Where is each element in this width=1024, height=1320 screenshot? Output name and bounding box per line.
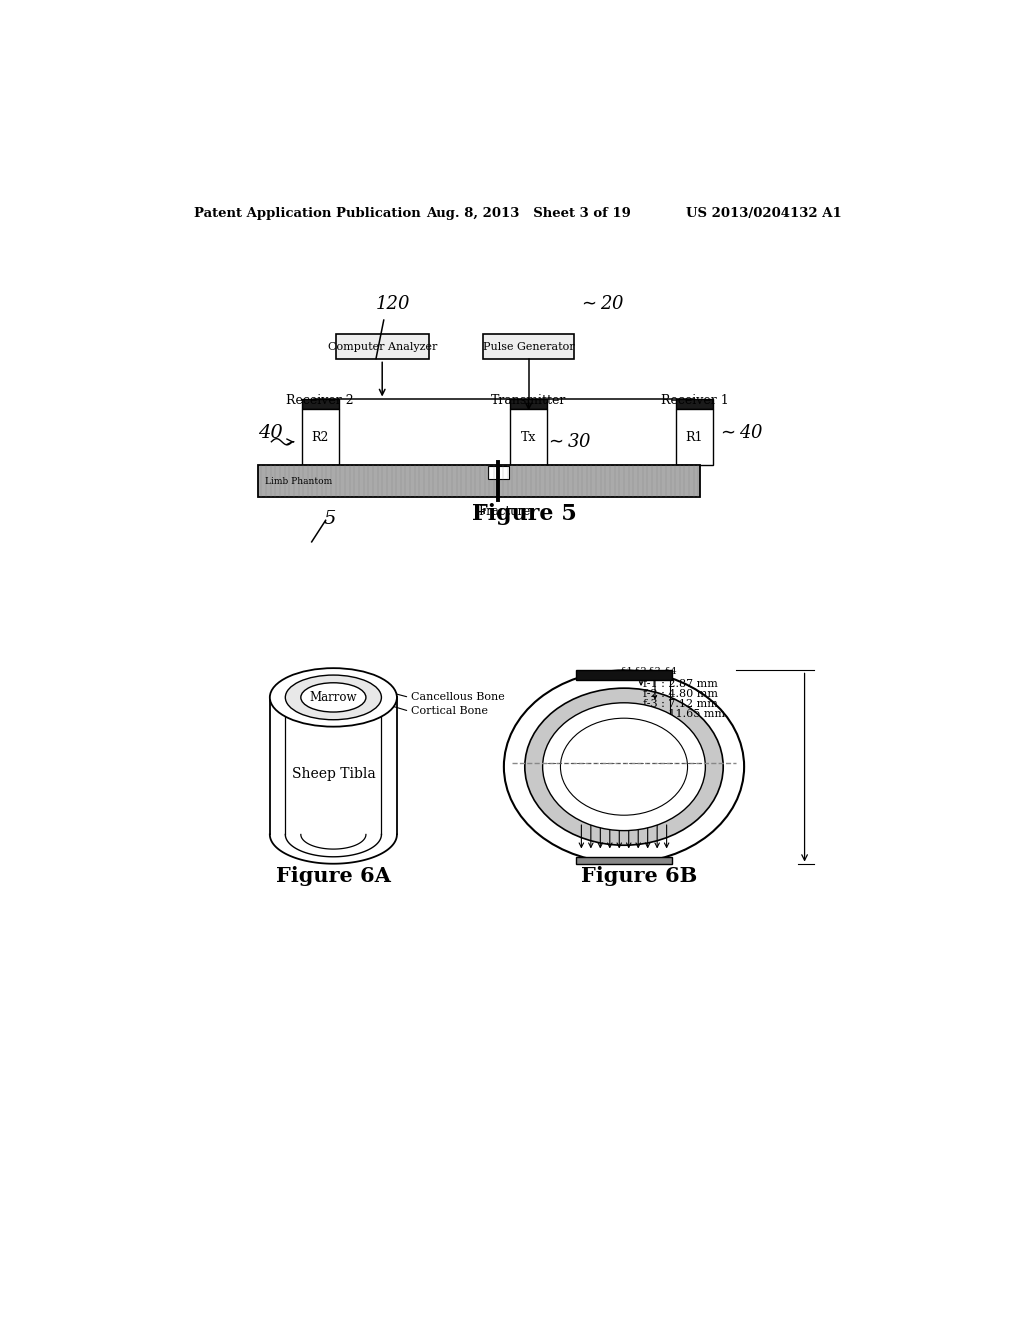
Text: Limb Phantom: Limb Phantom [265, 477, 332, 486]
Text: Figure 6B: Figure 6B [582, 866, 697, 886]
Bar [676, 409, 713, 465]
Text: $\sim$20: $\sim$20 [578, 294, 624, 313]
Ellipse shape [560, 718, 687, 816]
Text: 120: 120 [376, 294, 411, 313]
Text: Fracture: Fracture [478, 506, 530, 517]
Text: R2: R2 [311, 430, 329, 444]
Ellipse shape [543, 702, 706, 830]
Text: f-2 : 4.80 mm: f-2 : 4.80 mm [643, 689, 719, 698]
Bar [488, 466, 509, 479]
Text: Figure 6A: Figure 6A [275, 866, 391, 886]
Bar [510, 400, 547, 409]
Text: 40: 40 [258, 424, 283, 442]
Text: US 2013/0204132 A1: US 2013/0204132 A1 [686, 207, 842, 220]
Text: R1: R1 [686, 430, 703, 444]
Ellipse shape [524, 688, 723, 845]
Text: Receiver 1: Receiver 1 [660, 395, 728, 407]
Bar [483, 334, 574, 359]
Bar [575, 857, 672, 865]
Text: Patent Application Publication: Patent Application Publication [194, 207, 421, 220]
Bar [258, 465, 700, 498]
Text: Computer Analyzer: Computer Analyzer [328, 342, 437, 351]
Text: Cancellous Bone: Cancellous Bone [411, 693, 505, 702]
Ellipse shape [270, 668, 397, 726]
Text: Sheep Tibla: Sheep Tibla [292, 767, 375, 781]
Text: f-1: f-1 [621, 667, 634, 676]
Bar [302, 400, 339, 409]
Text: f-4: f-4 [665, 667, 677, 676]
Text: $\sim$40: $\sim$40 [717, 424, 764, 442]
Text: $\sim$30: $\sim$30 [545, 433, 592, 451]
Text: f-1 : 2.87 mm: f-1 : 2.87 mm [643, 678, 718, 689]
Text: Receiver 2: Receiver 2 [287, 395, 354, 407]
Text: Pulse Generator: Pulse Generator [483, 342, 574, 351]
Text: Tx: Tx [521, 430, 537, 444]
Ellipse shape [286, 675, 381, 719]
Text: f-3: f-3 [648, 667, 662, 676]
Text: Aug. 8, 2013   Sheet 3 of 19: Aug. 8, 2013 Sheet 3 of 19 [426, 207, 631, 220]
Text: Cortical Bone: Cortical Bone [411, 706, 487, 717]
Bar [302, 409, 339, 465]
Text: Transmitter: Transmitter [490, 395, 566, 407]
Ellipse shape [301, 682, 366, 711]
Bar [575, 671, 672, 681]
Text: Figure 5: Figure 5 [472, 503, 578, 525]
Ellipse shape [504, 671, 744, 863]
Text: Marrow: Marrow [309, 690, 357, 704]
Bar [336, 334, 429, 359]
Bar [676, 400, 713, 409]
Text: 5: 5 [324, 510, 336, 528]
Text: f-3 : 7.12 mm: f-3 : 7.12 mm [643, 698, 718, 709]
Text: f-4 : 11.65 mm: f-4 : 11.65 mm [643, 709, 725, 718]
Bar [510, 409, 547, 465]
Text: f-2: f-2 [635, 667, 647, 676]
